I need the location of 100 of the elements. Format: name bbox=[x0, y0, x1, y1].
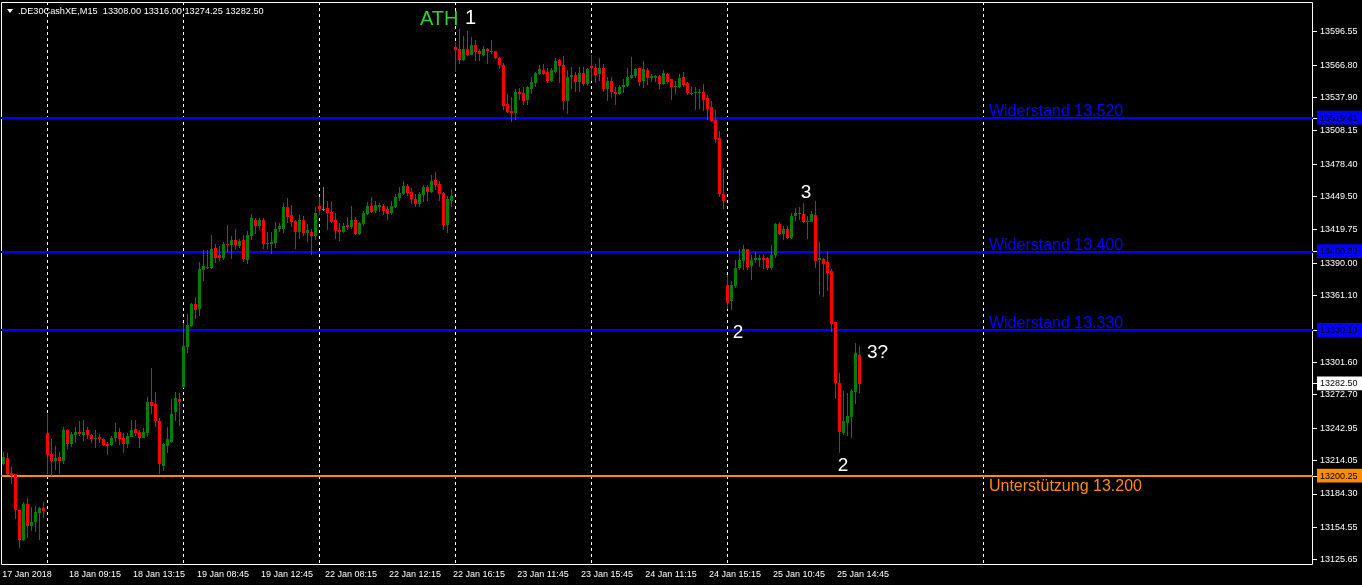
y-tick-label: 13361.10 bbox=[1320, 290, 1358, 301]
candlestick bbox=[770, 244, 773, 271]
candlestick bbox=[474, 39, 477, 62]
candlestick bbox=[194, 296, 197, 320]
candlestick bbox=[290, 204, 293, 228]
candlestick bbox=[846, 392, 849, 437]
candlestick bbox=[670, 78, 673, 101]
y-tick-label: 13400.39 bbox=[1320, 246, 1358, 257]
x-tick-label: 17 Jan 2018 bbox=[2, 568, 52, 579]
y-tick-label: 13478.40 bbox=[1320, 158, 1358, 169]
y-tick-label: 13537.90 bbox=[1320, 91, 1358, 102]
candlestick bbox=[570, 66, 573, 90]
y-tick-label: 13419.75 bbox=[1320, 224, 1358, 235]
ref-line-label: Widerstand 13.330 bbox=[988, 314, 1124, 331]
chart-title: .DE30CashXE,M15 13308.00 13316.00 13274.25 13282.50 bbox=[18, 5, 264, 16]
candlestick bbox=[458, 28, 461, 65]
x-tick-label: 19 Jan 12:45 bbox=[260, 568, 314, 579]
candlestick bbox=[510, 96, 513, 123]
y-tick-label: 13508.15 bbox=[1320, 125, 1358, 136]
candlestick bbox=[270, 231, 273, 255]
candlestick bbox=[178, 392, 181, 427]
candlestick bbox=[30, 506, 33, 532]
x-tick-label: 19 Jan 08:45 bbox=[196, 568, 250, 579]
candlestick bbox=[798, 206, 801, 221]
candlestick bbox=[234, 228, 237, 250]
candlestick bbox=[66, 428, 69, 450]
candlestick bbox=[610, 76, 613, 99]
candlestick bbox=[210, 234, 213, 270]
candlestick bbox=[490, 39, 493, 55]
candlestick bbox=[582, 66, 585, 87]
candlestick bbox=[454, 41, 457, 73]
y-tick-label: 13596.55 bbox=[1320, 26, 1358, 37]
ref-line-label: Unterstützung 13.200 bbox=[988, 477, 1143, 495]
candlestick bbox=[206, 249, 209, 270]
candlestick bbox=[302, 215, 305, 237]
candlestick bbox=[818, 241, 821, 296]
candlestick bbox=[526, 85, 529, 106]
candlestick bbox=[298, 214, 301, 240]
candlestick bbox=[842, 390, 845, 436]
candlestick bbox=[350, 205, 353, 230]
x-tick-label: 23 Jan 11:45 bbox=[517, 568, 569, 579]
candlestick bbox=[114, 422, 117, 443]
candlestick bbox=[566, 69, 569, 115]
candlestick bbox=[34, 505, 37, 533]
candlestick bbox=[334, 212, 337, 240]
candlestick bbox=[310, 228, 313, 256]
candlestick bbox=[602, 63, 605, 93]
ref-line-label: Widerstand 13.400 bbox=[988, 236, 1124, 253]
candlestick bbox=[282, 202, 285, 234]
y-tick-label: 13184.30 bbox=[1320, 488, 1358, 499]
candlestick bbox=[642, 60, 645, 89]
x-tick-label: 18 Jan 09:15 bbox=[68, 568, 122, 579]
candlestick bbox=[822, 257, 825, 298]
candlestick bbox=[154, 391, 157, 428]
candlestick bbox=[54, 445, 57, 471]
annotation: 1 bbox=[465, 6, 477, 29]
candlestick bbox=[46, 413, 49, 475]
y-tick-label: 13272.70 bbox=[1320, 389, 1358, 400]
candlestick bbox=[726, 274, 729, 310]
candlestick bbox=[174, 391, 177, 422]
candlestick bbox=[462, 35, 465, 62]
candlestick bbox=[326, 200, 329, 231]
x-tick-label: 24 Jan 11:15 bbox=[645, 568, 697, 579]
candlestick bbox=[6, 452, 9, 476]
candlestick bbox=[806, 215, 809, 240]
candlestick bbox=[294, 219, 297, 250]
candlestick bbox=[626, 67, 629, 88]
candlestick bbox=[578, 66, 581, 93]
y-tick-label: 13519.41 bbox=[1320, 112, 1358, 123]
candlestick bbox=[674, 80, 677, 95]
x-tick-label: 18 Jan 13:15 bbox=[132, 568, 186, 579]
y-tick-label: 13566.80 bbox=[1320, 59, 1358, 70]
y-tick-label: 13330.10 bbox=[1320, 324, 1358, 335]
x-tick-label: 25 Jan 14:45 bbox=[836, 568, 890, 579]
x-tick-label: 22 Jan 16:15 bbox=[452, 568, 506, 579]
candlestick bbox=[590, 54, 593, 82]
candlestick bbox=[722, 167, 725, 210]
annotation: ATH bbox=[420, 6, 459, 29]
candlestick bbox=[262, 217, 265, 250]
annotation: 3? bbox=[867, 341, 889, 363]
candlestick bbox=[746, 248, 749, 271]
x-tick-label: 22 Jan 08:15 bbox=[324, 568, 378, 579]
candlestick bbox=[122, 432, 125, 454]
candlestick bbox=[286, 197, 289, 224]
candlestick bbox=[162, 442, 165, 472]
y-tick-label: 13242.95 bbox=[1320, 422, 1358, 433]
annotation: 3 bbox=[800, 180, 812, 202]
candlestick bbox=[466, 30, 469, 57]
ref-line-label: Widerstand 13.520 bbox=[988, 102, 1124, 119]
candlestick bbox=[242, 234, 245, 263]
candlestick bbox=[274, 221, 277, 249]
candlestick bbox=[58, 451, 61, 475]
candlestick bbox=[514, 88, 517, 121]
y-tick-label: 13282.50 bbox=[1320, 378, 1358, 389]
x-tick-label: 23 Jan 15:45 bbox=[580, 568, 634, 579]
candlestick bbox=[574, 71, 577, 93]
candlestick bbox=[790, 212, 793, 240]
x-tick-label: 22 Jan 12:15 bbox=[388, 568, 442, 579]
candlestick bbox=[82, 419, 85, 442]
candlestick bbox=[606, 76, 609, 102]
